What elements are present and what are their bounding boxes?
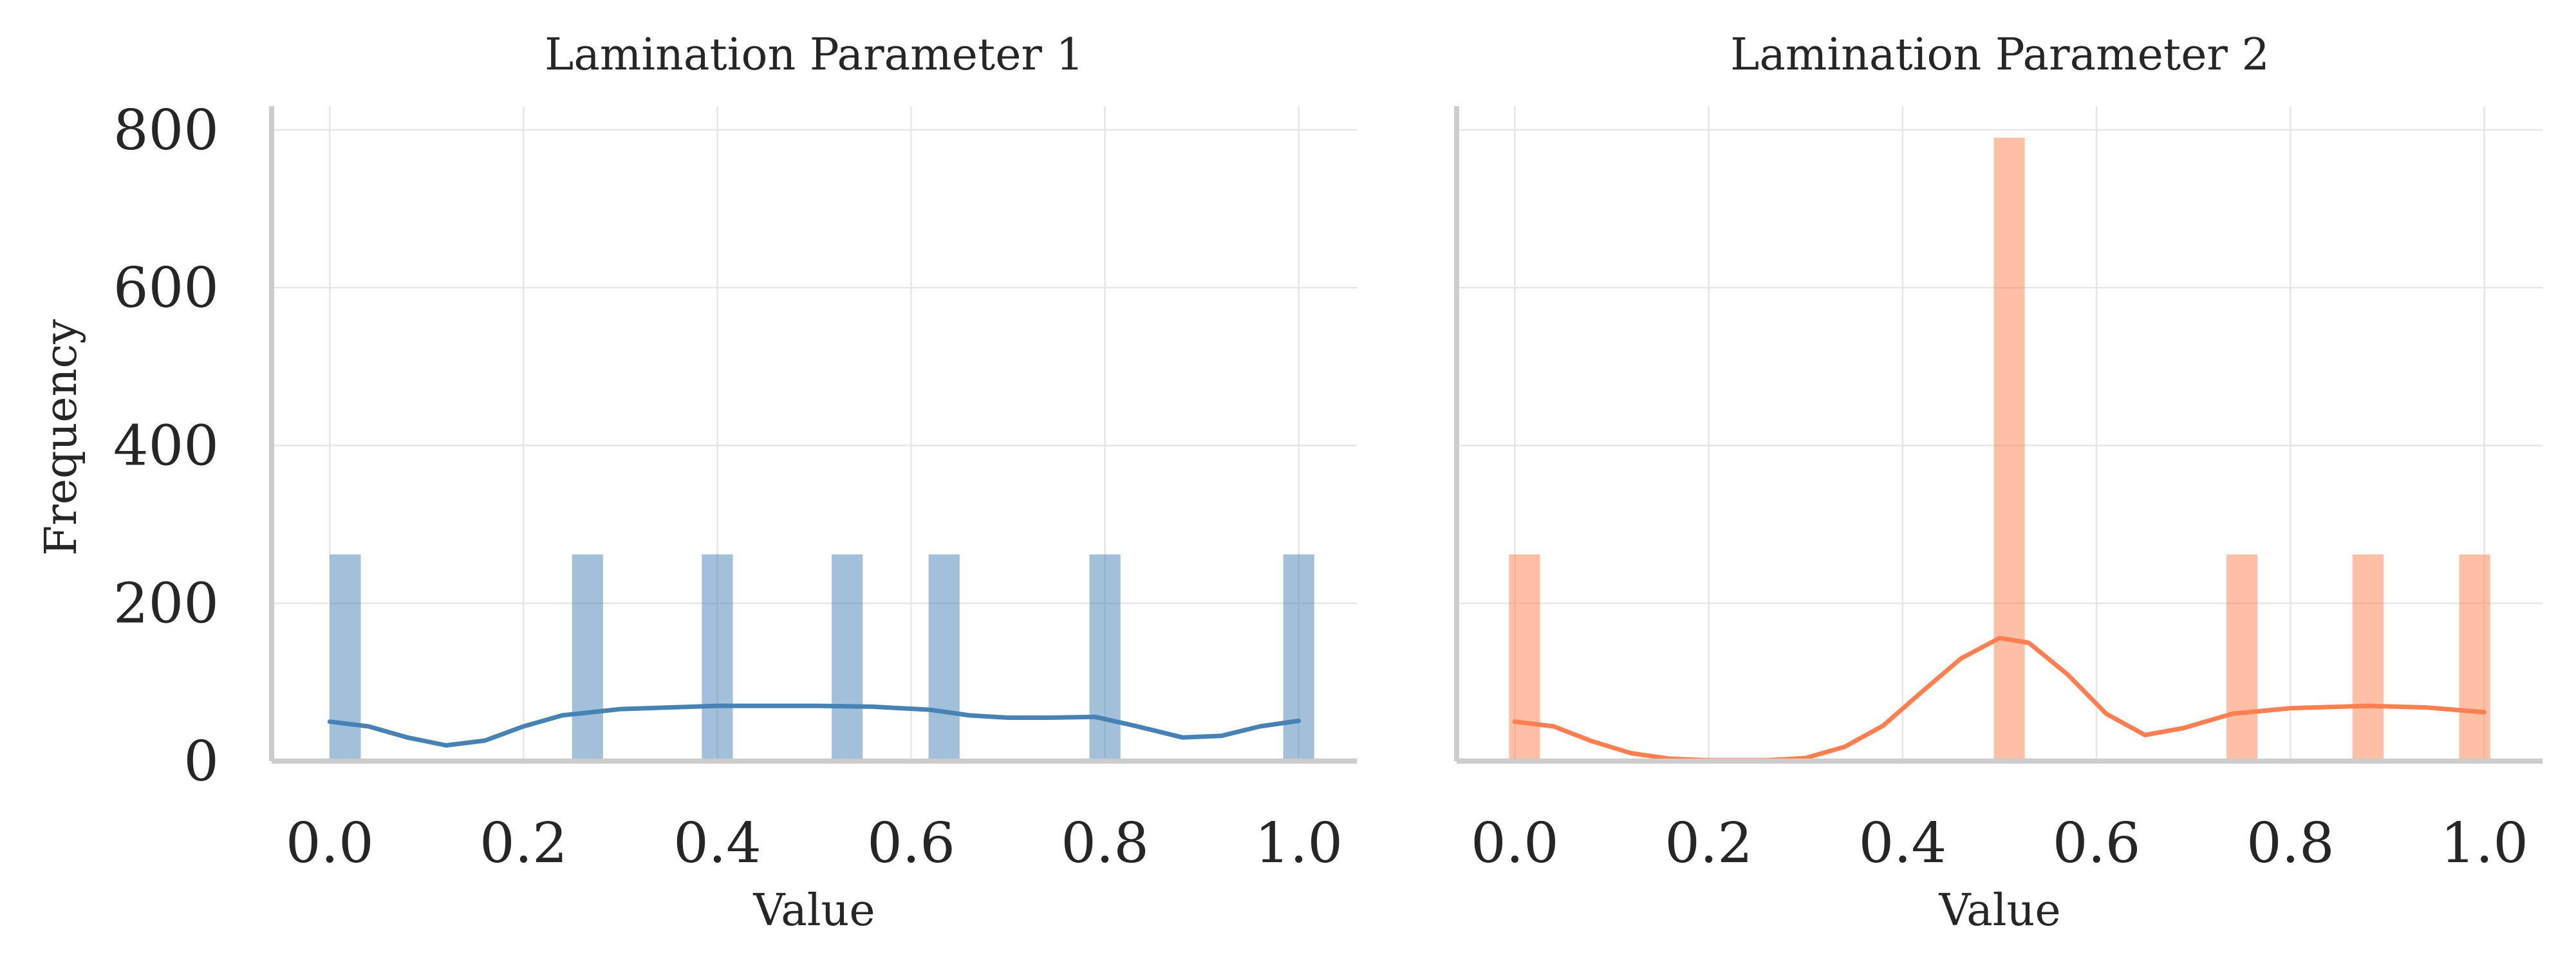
histogram-bar	[928, 554, 960, 761]
y-tick-label: 400	[113, 414, 219, 478]
x-tick-label: 0.8	[1061, 811, 1149, 876]
kde-curve	[1512, 636, 2487, 763]
y-tick-label: 600	[113, 256, 219, 320]
y-tick-label: 800	[113, 98, 219, 163]
panel-lamination-parameter-1: Lamination Parameter 1 Value Frequency 0…	[36, 30, 1357, 936]
histogram-bar	[572, 554, 603, 761]
histogram-bars	[330, 554, 1314, 761]
histogram-bar	[702, 554, 733, 761]
x-tick-label: 0.8	[2246, 811, 2335, 876]
x-tick-label: 0.0	[1471, 811, 1559, 876]
x-tick-label: 0.0	[286, 811, 374, 876]
histogram-bar	[2459, 554, 2490, 761]
panel-lamination-parameter-2: Lamination Parameter 2 Value 0.0 0.2 0.4 0.…	[1454, 30, 2543, 936]
y-tick-label: 200	[113, 572, 219, 636]
histogram-bar	[2226, 554, 2258, 761]
x-axis-label: Value	[1938, 885, 2060, 936]
histogram-bar	[832, 554, 863, 761]
histogram-bar	[330, 554, 361, 761]
kde-curve	[327, 703, 1302, 748]
histogram-bar	[1089, 554, 1121, 761]
x-tick-label: 0.4	[1858, 811, 1946, 876]
histogram-bars	[1509, 138, 2490, 761]
histogram-bar	[1509, 554, 1540, 761]
x-tick-label: 1.0	[1255, 811, 1343, 876]
panel-title: Lamination Parameter 1	[545, 30, 1084, 80]
y-tick-label: 0	[183, 730, 219, 794]
histogram-bar	[1993, 138, 2025, 761]
x-tick-label: 1.0	[2440, 811, 2528, 876]
x-tick-label: 0.6	[867, 811, 955, 876]
grid	[272, 106, 1357, 761]
histogram-bar	[1283, 554, 1314, 761]
x-tick-label: 0.2	[1665, 811, 1753, 876]
y-axis-label: Frequency	[36, 319, 87, 556]
x-tick-label: 0.4	[673, 811, 761, 876]
x-axis-label: Value	[752, 885, 875, 936]
histogram-bar	[2352, 554, 2384, 761]
panel-title: Lamination Parameter 2	[1730, 30, 2270, 80]
x-tick-label: 0.6	[2053, 811, 2141, 876]
x-tick-label: 0.2	[480, 811, 568, 876]
